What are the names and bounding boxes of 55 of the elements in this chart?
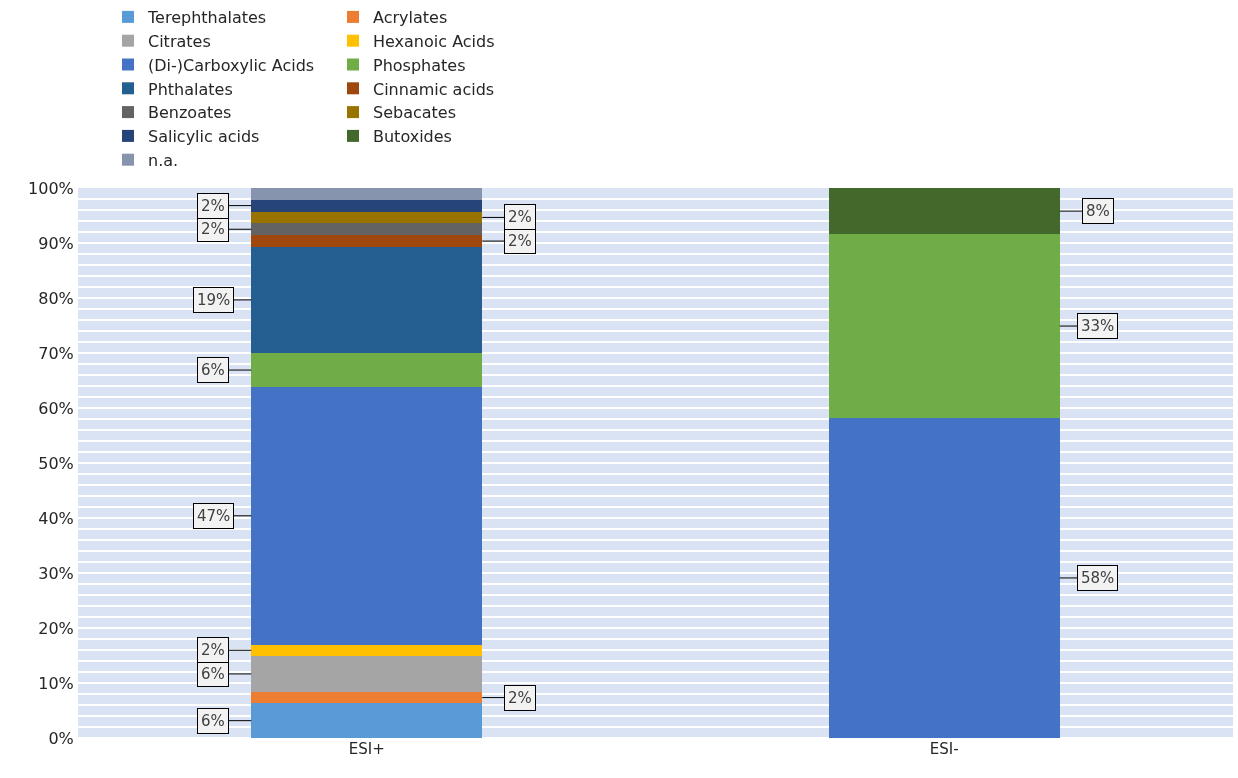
legend-label: Acrylates [373,8,448,28]
legend-label: Butoxides [373,127,452,147]
bar [251,387,483,645]
y-tick-label: 60% [38,398,74,418]
legend-label: Sebacates [373,103,457,123]
y-tick-label: 20% [38,618,74,638]
legend-label: Hexanoic Acids [373,31,495,51]
legend-label: Phthalates [148,79,233,99]
bar [251,644,483,657]
bar [251,211,483,224]
legend-label: Salicylic acids [148,127,260,147]
legend-label: Citrates [148,31,211,51]
data-label: 8% [1086,202,1110,220]
legend-label: (Di-)Carboxylic Acids [148,55,315,75]
data-label: 19% [197,291,231,309]
bar [828,234,1060,418]
data-label: 6% [201,665,225,683]
bar [828,417,1060,738]
y-tick-label: 90% [38,233,74,253]
bar [251,199,483,212]
y-tick-label: 50% [38,453,74,473]
y-tick-label: 30% [38,563,74,583]
data-label: 2% [508,689,532,707]
legend-label: Benzoates [148,103,232,123]
data-label: 2% [508,232,532,250]
legend-label: Phosphates [373,55,466,75]
y-tick-label: 70% [38,343,74,363]
y-tick-label: 80% [38,288,74,308]
legend-label: n.a. [148,150,179,170]
legend-label: Terephthalates [147,8,267,28]
bar [251,246,483,353]
data-label: 33% [1081,317,1115,335]
bar [828,188,1060,235]
data-label: 47% [197,507,231,525]
bar [251,656,483,692]
data-label: 2% [201,220,225,238]
bar [251,703,483,738]
data-label: 2% [508,208,532,226]
bar [251,353,483,388]
y-tick-label: 40% [38,508,74,528]
bar [251,188,483,200]
y-tick-label: 0% [48,728,74,748]
x-tick-label: ESI+ [348,740,385,758]
y-tick-label: 10% [38,673,74,693]
y-tick-label: 100% [28,178,74,198]
bar [251,235,483,247]
x-tick-label: ESI- [929,740,959,758]
data-label: 6% [201,361,225,379]
data-label: 58% [1081,569,1115,587]
bar [251,223,483,236]
legend-label: Cinnamic acids [373,79,495,99]
data-label: 6% [201,712,225,730]
bar [251,691,483,704]
data-label: 2% [201,641,225,659]
data-label: 2% [201,197,225,215]
